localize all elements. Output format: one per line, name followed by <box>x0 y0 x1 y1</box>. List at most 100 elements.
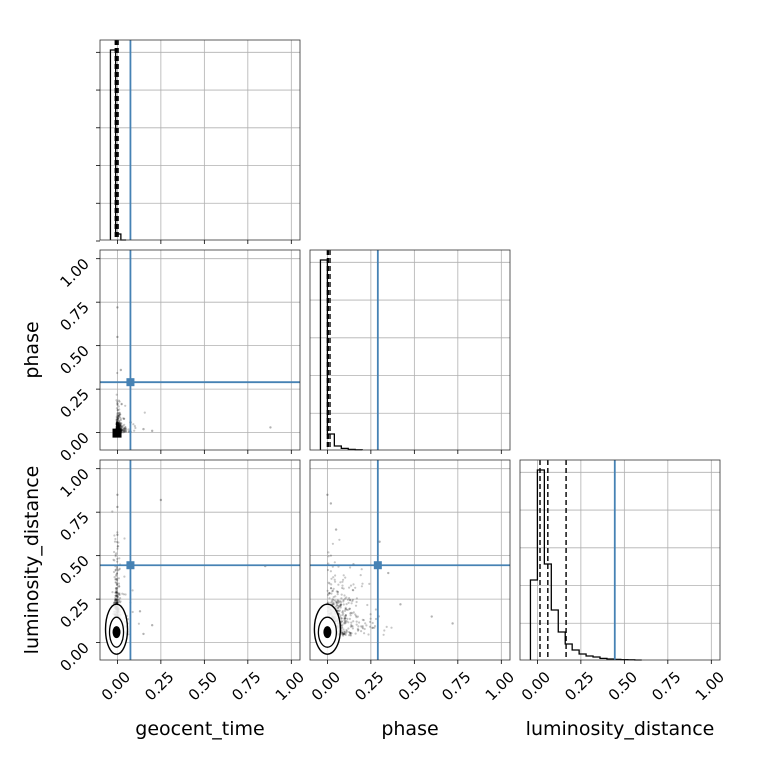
sample-point <box>123 423 126 426</box>
sample-point <box>347 630 351 634</box>
sample-point <box>115 418 118 422</box>
outlier-point-2 <box>116 533 119 536</box>
sample-point <box>332 587 335 590</box>
sample-point <box>348 598 352 602</box>
sample-point <box>115 587 118 590</box>
sample-point <box>115 566 119 569</box>
sample-point <box>360 568 363 571</box>
sample-point <box>338 605 341 608</box>
sample-point <box>119 417 122 420</box>
sample-point <box>115 573 118 576</box>
sample-point <box>342 612 345 615</box>
sample-point <box>143 411 146 414</box>
outlier-point-5 <box>150 429 154 433</box>
outlier-point-6 <box>451 622 454 625</box>
sample-point <box>115 598 119 601</box>
outlier-point-1 <box>329 502 333 505</box>
sample-point <box>116 402 119 405</box>
sample-point <box>116 601 119 604</box>
sample-point <box>359 574 362 577</box>
sample-point <box>328 592 331 595</box>
sample-point <box>121 592 124 595</box>
sample-point <box>117 425 120 428</box>
sample-point <box>114 598 117 601</box>
sample-point <box>116 403 119 407</box>
sample-point <box>115 578 118 581</box>
sample-point <box>111 591 114 594</box>
sample-point <box>121 425 124 428</box>
sample-point <box>355 616 358 619</box>
sample-point <box>343 621 346 625</box>
sample-point <box>348 586 351 589</box>
sample-point <box>345 596 348 599</box>
sample-point <box>344 632 347 635</box>
sample-point <box>342 578 345 581</box>
sample-point <box>122 429 125 432</box>
sample-point <box>114 537 117 541</box>
sample-point <box>115 423 119 426</box>
sample-point <box>124 426 127 429</box>
x-tick-label-luminosity_distance-0: 0.00 <box>518 668 554 704</box>
sample-point <box>115 594 118 598</box>
sample-point <box>115 420 119 423</box>
sample-point <box>116 422 119 425</box>
sample-point <box>116 421 119 424</box>
sample-point <box>343 617 346 620</box>
sample-point <box>117 418 120 421</box>
sample-point <box>327 593 330 597</box>
sample-point <box>116 423 119 426</box>
sample-point <box>367 633 370 636</box>
sample-point <box>115 422 118 425</box>
outlier-point-0 <box>326 493 329 496</box>
sample-point <box>330 583 333 586</box>
sample-point <box>116 421 119 424</box>
sample-point <box>116 424 119 427</box>
sample-point <box>329 554 332 557</box>
sample-point <box>121 428 124 432</box>
sample-point <box>338 609 341 612</box>
sample-point <box>126 618 130 621</box>
sample-point <box>122 427 125 430</box>
sample-point <box>123 430 126 433</box>
sample-point <box>344 620 347 624</box>
sample-point <box>123 417 126 420</box>
sample-point <box>339 614 342 617</box>
sample-point <box>331 590 334 593</box>
sample-point <box>117 416 120 420</box>
sample-point <box>336 590 339 593</box>
sample-point <box>113 540 117 543</box>
sample-point <box>337 599 340 603</box>
sample-point <box>349 584 353 587</box>
sample-point <box>118 400 121 403</box>
sample-point <box>117 425 120 428</box>
sample-point <box>340 631 343 634</box>
sample-point <box>116 599 119 603</box>
sample-point <box>117 413 120 416</box>
sample-point <box>337 606 340 610</box>
sample-point <box>123 537 126 540</box>
sample-point <box>343 622 346 625</box>
sample-point <box>116 425 119 428</box>
sample-point <box>123 417 126 420</box>
sample-point <box>116 425 119 429</box>
sample-point <box>354 632 357 635</box>
sample-point <box>118 423 121 426</box>
sample-point <box>118 419 121 422</box>
panel-1-1-background <box>310 250 510 450</box>
sample-point <box>344 619 347 623</box>
sample-point <box>115 423 118 426</box>
outlier-point-6 <box>269 426 272 429</box>
sample-point <box>328 582 331 585</box>
sample-point <box>354 613 357 616</box>
sample-point <box>116 577 119 580</box>
sample-point <box>368 625 372 628</box>
sample-point <box>117 423 120 426</box>
sample-point <box>339 616 342 619</box>
sample-point <box>343 594 346 597</box>
y-tick-label-phase-1: 0.25 <box>56 385 92 421</box>
scatter-phase-luminosity_distance <box>313 493 454 655</box>
sample-point <box>115 574 118 578</box>
sample-point <box>116 417 119 420</box>
sample-point <box>116 582 119 585</box>
sample-point <box>337 601 340 604</box>
